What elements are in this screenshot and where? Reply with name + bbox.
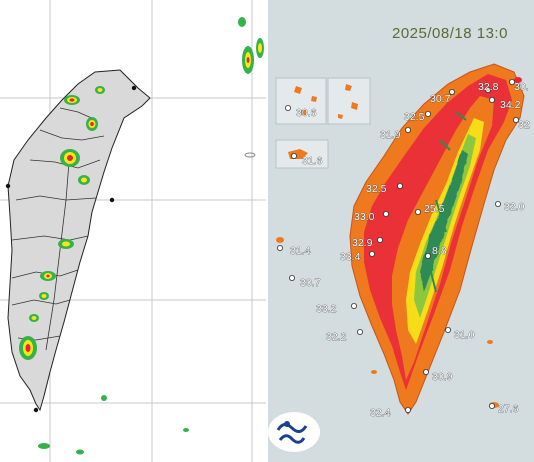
- radar-stations: [5, 85, 137, 413]
- temperature-label: 30.: [514, 81, 529, 93]
- temperature-label: 33.0: [354, 211, 375, 223]
- temperature-label: 8.8: [432, 245, 447, 257]
- temperature-label: 30.9: [432, 371, 453, 383]
- station-dot: [290, 152, 297, 159]
- temperature-label: 31.0: [454, 329, 475, 341]
- island-inset-penghu: [275, 77, 371, 125]
- station-dot: [422, 368, 429, 375]
- temperature-label: 31.6: [302, 155, 323, 167]
- temperature-label: 31.4: [290, 245, 311, 257]
- temperature-label: 25.5: [424, 203, 445, 215]
- temperature-panel: 2025/08/18 13:0: [268, 0, 534, 462]
- temperature-label: 30.6: [296, 107, 317, 119]
- station-dot: [488, 402, 495, 409]
- radar-echoes: [19, 17, 264, 455]
- station-dot: [513, 117, 520, 124]
- station-dot: [350, 302, 357, 309]
- temperature-label: 30.7: [430, 93, 451, 105]
- temperature-stations: 30.7 32.8 30. 34.2 32.5 32 31.9 30.6 31.6 32.5 33.…: [276, 79, 530, 419]
- temperature-label: 32: [518, 119, 530, 131]
- station-dot: [484, 87, 491, 94]
- temperature-label: 33.4: [340, 251, 361, 263]
- station-dot: [444, 326, 451, 333]
- temperature-label: 31.9: [380, 129, 401, 141]
- temperature-label: 32.8: [478, 81, 499, 93]
- temperature-label: 30.7: [300, 277, 321, 289]
- station-dot: [288, 274, 295, 281]
- cwa-logo-icon: [268, 412, 320, 452]
- island-inset-kinmen: [275, 139, 329, 169]
- station-dot: [488, 97, 495, 104]
- station-dot: [368, 250, 375, 257]
- station-dot: [376, 236, 383, 243]
- temperature-label: 33.2: [316, 303, 337, 315]
- station-dot: [382, 210, 389, 217]
- station-dot: [448, 89, 455, 96]
- station-dot: [494, 200, 501, 207]
- station-dot: [424, 111, 431, 118]
- station-dot: [396, 182, 403, 189]
- temperature-label: 32.9: [352, 237, 373, 249]
- station-dot: [508, 79, 515, 86]
- temperature-label: 32.5: [366, 183, 387, 195]
- temperature-label: 27.6: [498, 403, 519, 415]
- taiwan-land-radar: [7, 69, 151, 412]
- station-dot: [404, 127, 411, 134]
- temperature-label: 32.4: [370, 407, 391, 419]
- station-dot: [284, 105, 291, 112]
- temperature-label: 32.2: [326, 331, 347, 343]
- station-dot: [424, 252, 431, 259]
- radar-panel: [0, 0, 266, 462]
- temperature-label: 32.5: [404, 111, 425, 123]
- temperature-label: 32.0: [504, 201, 525, 213]
- station-dot: [414, 208, 421, 215]
- timestamp: 2025/08/18 13:0: [392, 25, 508, 42]
- taiwan-land-temperature: [276, 63, 525, 415]
- station-dot: [404, 406, 411, 413]
- station-dot: [356, 328, 363, 335]
- temperature-label: 34.2: [500, 99, 521, 111]
- station-dot: [276, 244, 283, 251]
